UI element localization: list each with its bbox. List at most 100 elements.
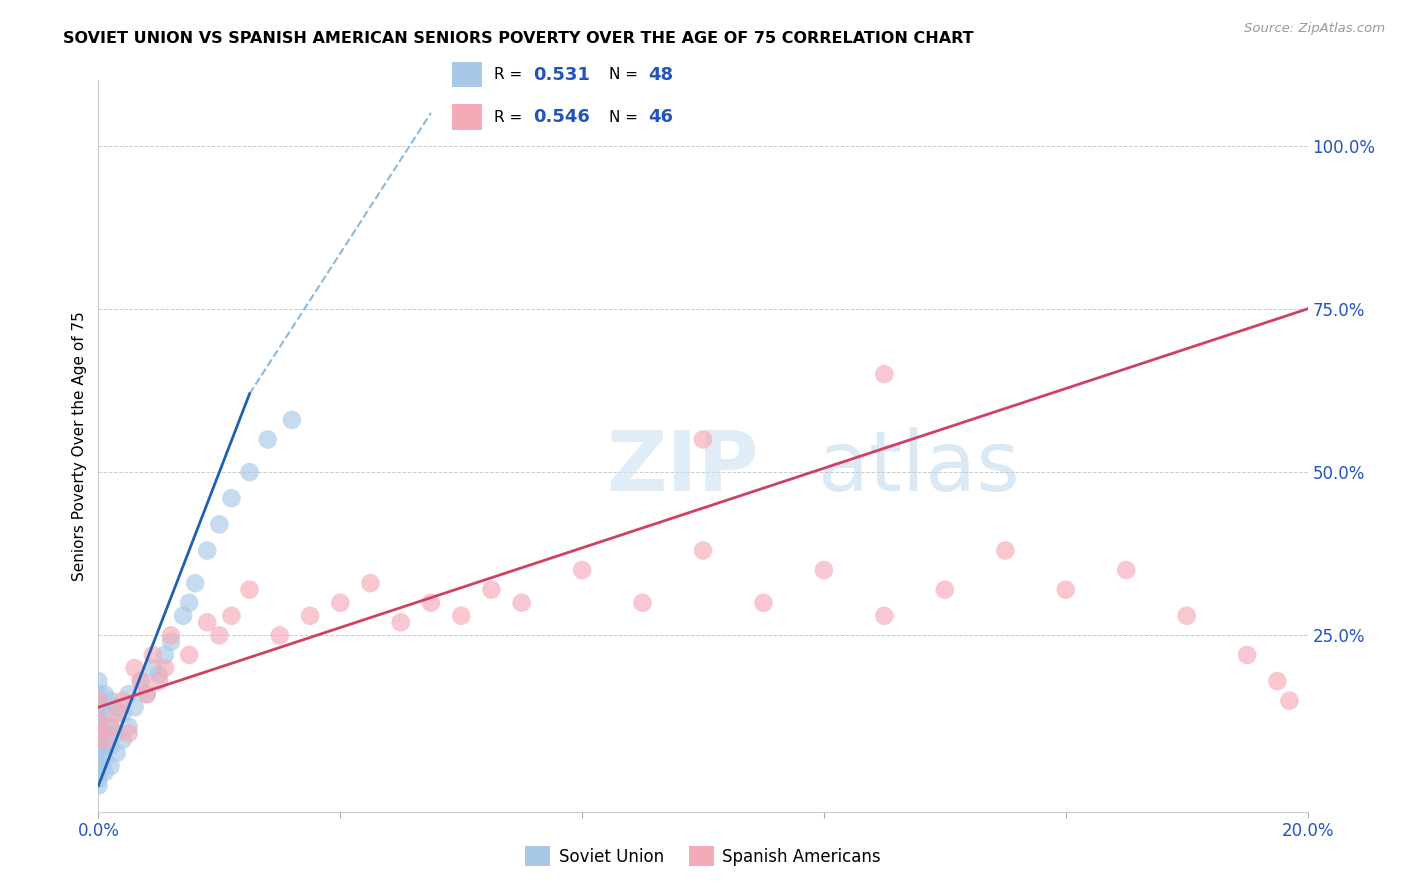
Point <box>105 746 128 760</box>
Point <box>221 608 243 623</box>
Point <box>87 779 110 793</box>
Text: ZIP: ZIP <box>606 427 759 508</box>
Point <box>100 720 122 734</box>
Point <box>179 648 201 662</box>
Point <box>389 615 412 630</box>
Point <box>142 648 165 662</box>
Point <box>813 563 835 577</box>
Point <box>160 628 183 642</box>
Point <box>87 674 110 689</box>
Point <box>208 517 231 532</box>
Text: atlas: atlas <box>818 427 1019 508</box>
Text: 0.546: 0.546 <box>534 108 591 126</box>
Text: R =: R = <box>495 67 527 82</box>
Point <box>100 694 122 708</box>
Point <box>93 765 115 780</box>
Point <box>93 752 115 766</box>
Point <box>142 661 165 675</box>
Point <box>100 720 122 734</box>
Point <box>87 714 110 728</box>
Point <box>1236 648 1258 662</box>
Point <box>118 687 141 701</box>
Point <box>148 667 170 681</box>
Point <box>135 687 157 701</box>
Point <box>105 700 128 714</box>
Point <box>87 752 110 766</box>
Text: N =: N = <box>609 67 643 82</box>
Point <box>87 687 110 701</box>
Text: Source: ZipAtlas.com: Source: ZipAtlas.com <box>1244 22 1385 36</box>
Point <box>100 739 122 754</box>
FancyBboxPatch shape <box>451 104 482 130</box>
Point <box>1115 563 1137 577</box>
Point <box>1267 674 1289 689</box>
Point <box>1175 608 1198 623</box>
Point <box>1054 582 1077 597</box>
Point <box>124 661 146 675</box>
Point <box>87 700 110 714</box>
Point <box>221 491 243 506</box>
Point <box>692 433 714 447</box>
Point <box>510 596 533 610</box>
Point <box>93 726 115 740</box>
Point <box>129 674 152 689</box>
Point <box>111 732 134 747</box>
Point <box>105 726 128 740</box>
Point <box>329 596 352 610</box>
Text: 46: 46 <box>648 108 673 126</box>
Point <box>93 732 115 747</box>
Legend: Soviet Union, Spanish Americans: Soviet Union, Spanish Americans <box>519 839 887 873</box>
Point <box>873 608 896 623</box>
Point <box>87 739 110 754</box>
Point <box>1278 694 1301 708</box>
Point <box>111 706 134 721</box>
Point <box>111 694 134 708</box>
Point <box>87 726 110 740</box>
Point <box>105 706 128 721</box>
Point <box>160 635 183 649</box>
Point <box>118 726 141 740</box>
Point <box>195 543 218 558</box>
Point <box>100 759 122 773</box>
Point <box>135 687 157 701</box>
Point <box>752 596 775 610</box>
Point <box>239 465 262 479</box>
Point <box>481 582 503 597</box>
Point <box>153 661 176 675</box>
Point <box>87 706 110 721</box>
Point <box>994 543 1017 558</box>
Point <box>87 759 110 773</box>
Point <box>118 720 141 734</box>
Point <box>93 739 115 754</box>
Point <box>873 367 896 381</box>
Point <box>934 582 956 597</box>
Text: SOVIET UNION VS SPANISH AMERICAN SENIORS POVERTY OVER THE AGE OF 75 CORRELATION : SOVIET UNION VS SPANISH AMERICAN SENIORS… <box>63 31 974 46</box>
Point <box>87 772 110 786</box>
Point <box>692 543 714 558</box>
Point <box>269 628 291 642</box>
Point <box>87 726 110 740</box>
Point <box>87 720 110 734</box>
Y-axis label: Seniors Poverty Over the Age of 75: Seniors Poverty Over the Age of 75 <box>72 311 87 581</box>
Text: R =: R = <box>495 110 527 125</box>
Point <box>360 576 382 591</box>
Point <box>87 714 110 728</box>
Point <box>420 596 443 610</box>
Point <box>179 596 201 610</box>
Text: 48: 48 <box>648 66 673 84</box>
Point <box>153 648 176 662</box>
FancyBboxPatch shape <box>451 62 482 87</box>
Point <box>239 582 262 597</box>
Point <box>631 596 654 610</box>
Point <box>124 700 146 714</box>
Point <box>87 746 110 760</box>
Point <box>299 608 322 623</box>
Point <box>256 433 278 447</box>
Point <box>195 615 218 630</box>
Point <box>450 608 472 623</box>
Point <box>148 674 170 689</box>
Point <box>93 687 115 701</box>
Point <box>184 576 207 591</box>
Text: 0.531: 0.531 <box>534 66 591 84</box>
Point <box>129 674 152 689</box>
